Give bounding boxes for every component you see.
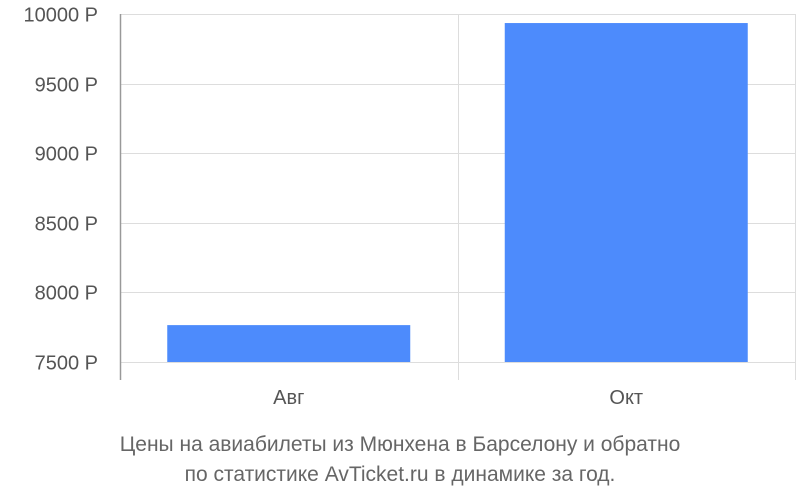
x-tick-label: Авг — [273, 387, 304, 409]
caption-line-1: Цены на авиабилеты из Мюнхена в Барселон… — [119, 433, 681, 456]
chart: 7500 Р 8000 Р 8500 Р 9000 Р 9500 Р 10000 Р Авг… — [23, 5, 796, 409]
bar-2 — [504, 23, 748, 362]
x-tick-label: Окт — [609, 387, 643, 409]
bar-1 — [167, 325, 411, 362]
bar-chart-svg: 7500 Р 8000 Р 8500 Р 9000 Р 9500 Р 10000 Р Авг… — [23, 5, 796, 409]
caption-line-2: по статистике AvTicket.ru в динамике за … — [184, 463, 616, 486]
y-tick-label: 8500 Р — [35, 214, 98, 236]
y-tick-label: 8000 Р — [35, 283, 98, 305]
chart-caption: Цены на авиабилеты из Мюнхена в Барселон… — [0, 430, 800, 490]
y-tick-label: 7500 Р — [35, 353, 98, 375]
y-tick-label: 9500 Р — [35, 75, 98, 97]
y-tick-label: 10000 Р — [23, 5, 98, 27]
y-tick-label: 9000 Р — [35, 144, 98, 166]
